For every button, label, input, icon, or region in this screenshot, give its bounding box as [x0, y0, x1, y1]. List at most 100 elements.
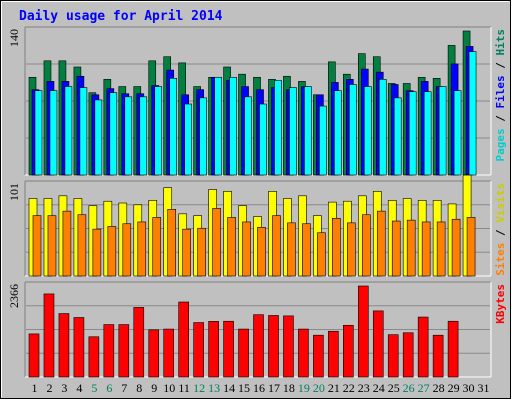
bar-pages-day-21	[334, 90, 342, 176]
x-tick-label-1: 1	[31, 381, 37, 395]
bar-kbytes-day-1	[28, 333, 40, 378]
bar-pages-day-28	[438, 86, 447, 176]
legend-separator: /	[494, 56, 507, 76]
bar-pages-day-1	[34, 90, 43, 176]
bar-kbytes-day-2	[43, 293, 55, 378]
bar-sites-day-27	[421, 221, 431, 277]
bar-sites-day-30	[466, 217, 476, 277]
bar-kbytes-day-4	[73, 317, 85, 378]
bar-pages-day-11	[184, 103, 192, 176]
bar-sites-day-13	[212, 208, 221, 277]
x-tick-label-4: 4	[76, 381, 82, 395]
y-max-label: 101	[7, 183, 21, 201]
legend-separator: /	[494, 223, 507, 243]
x-tick-label-11: 11	[178, 381, 190, 395]
x-tick-label-16: 16	[253, 381, 265, 395]
bar-pages-day-9	[154, 86, 163, 176]
bar-kbytes-day-16	[253, 314, 264, 378]
x-tick-label-23: 23	[358, 381, 370, 395]
bar-sites-day-22	[347, 222, 356, 277]
bar-sites-day-23	[361, 214, 371, 277]
x-tick-label-20: 20	[313, 381, 325, 395]
bar-sites-day-28	[436, 221, 446, 277]
x-tick-label-28: 28	[433, 381, 445, 395]
bar-sites-day-6	[107, 226, 117, 277]
legend-panel-2: KBytes	[494, 284, 507, 324]
bar-sites-day-11	[182, 228, 191, 277]
x-tick-label-7: 7	[121, 381, 127, 395]
bar-pages-day-6	[109, 92, 118, 176]
bar-pages-day-27	[423, 91, 432, 176]
x-tick-label-31: 31	[478, 381, 490, 395]
bar-kbytes-day-24	[372, 310, 384, 378]
chart-title: Daily usage for April 2014	[19, 9, 223, 24]
bar-kbytes-day-28	[432, 334, 444, 378]
bar-sites-day-7	[122, 223, 132, 277]
x-tick-label-12: 12	[193, 381, 205, 395]
legend-kbytes: KBytes	[494, 284, 507, 324]
bar-pages-day-10	[169, 78, 178, 176]
bar-pages-day-15	[244, 96, 252, 176]
bar-sites-day-26	[406, 219, 416, 277]
bar-sites-day-8	[137, 221, 147, 277]
bar-pages-day-5	[94, 99, 103, 176]
bar-sites-day-17	[272, 215, 281, 277]
bar-pages-day-8	[139, 96, 148, 176]
bar-sites-day-29	[451, 218, 461, 277]
bar-sites-day-24	[376, 210, 386, 277]
x-tick-label-17: 17	[268, 381, 280, 395]
bar-kbytes-day-26	[402, 332, 414, 378]
bar-kbytes-day-5	[88, 336, 100, 378]
bar-pages-day-4	[79, 87, 88, 176]
bar-sites-day-15	[242, 221, 251, 277]
bar-sites-day-1	[32, 215, 42, 277]
x-tick-label-27: 27	[418, 381, 430, 395]
bar-kbytes-day-14	[223, 320, 234, 378]
x-tick-label-19: 19	[298, 381, 310, 395]
panel-visits-sites: 101	[7, 174, 492, 277]
bar-pages-day-22	[349, 84, 357, 176]
bar-kbytes-day-11	[178, 301, 189, 378]
bar-pages-day-13	[214, 76, 222, 176]
bar-kbytes-day-12	[193, 322, 204, 378]
bar-sites-day-20	[317, 232, 326, 277]
bar-kbytes-day-3	[58, 313, 70, 378]
bar-kbytes-day-6	[103, 324, 115, 378]
x-tick-label-26: 26	[403, 381, 415, 395]
bar-kbytes-day-21	[328, 330, 339, 378]
bar-pages-day-26	[408, 91, 417, 176]
bar-pages-day-29	[453, 90, 462, 176]
x-tick-label-30: 30	[463, 381, 475, 395]
bar-kbytes-day-8	[133, 307, 145, 378]
x-tick-label-14: 14	[223, 381, 235, 395]
bar-pages-day-3	[64, 86, 73, 176]
x-tick-label-8: 8	[136, 381, 142, 395]
bar-pages-day-14	[229, 76, 237, 176]
chart-panels: 140 101 2366	[7, 26, 492, 378]
x-axis-labels: 1 2 3 4 5 6 7 8 9 10 11 12 13 14 15 16 17 18 19 20 21 22 23 24 2…	[31, 381, 489, 395]
bar-sites-day-10	[167, 209, 177, 277]
bar-sites-day-21	[332, 218, 341, 277]
bar-sites-day-18	[287, 222, 296, 277]
bar-sites-day-14	[227, 217, 236, 277]
legend-hits: Hits	[494, 29, 507, 56]
bar-kbytes-day-22	[343, 324, 354, 378]
bar-kbytes-day-7	[118, 324, 130, 378]
bar-pages-day-19	[304, 86, 312, 176]
bar-sites-day-5	[92, 228, 102, 277]
panel-hits-files-pages: 140	[7, 26, 492, 176]
bar-pages-day-30	[468, 51, 477, 176]
x-tick-label-5: 5	[91, 381, 97, 395]
bar-pages-day-12	[199, 97, 207, 176]
x-tick-label-3: 3	[61, 381, 67, 395]
bar-kbytes-day-10	[163, 328, 175, 378]
panel-kbytes: 2366	[7, 281, 492, 378]
y-max-label: 2366	[7, 284, 21, 308]
x-tick-label-6: 6	[106, 381, 112, 395]
x-tick-label-9: 9	[151, 381, 157, 395]
x-tick-label-15: 15	[238, 381, 250, 395]
x-tick-label-13: 13	[208, 381, 220, 395]
x-tick-label-22: 22	[343, 381, 355, 395]
legend-sites: Sites	[494, 243, 507, 276]
